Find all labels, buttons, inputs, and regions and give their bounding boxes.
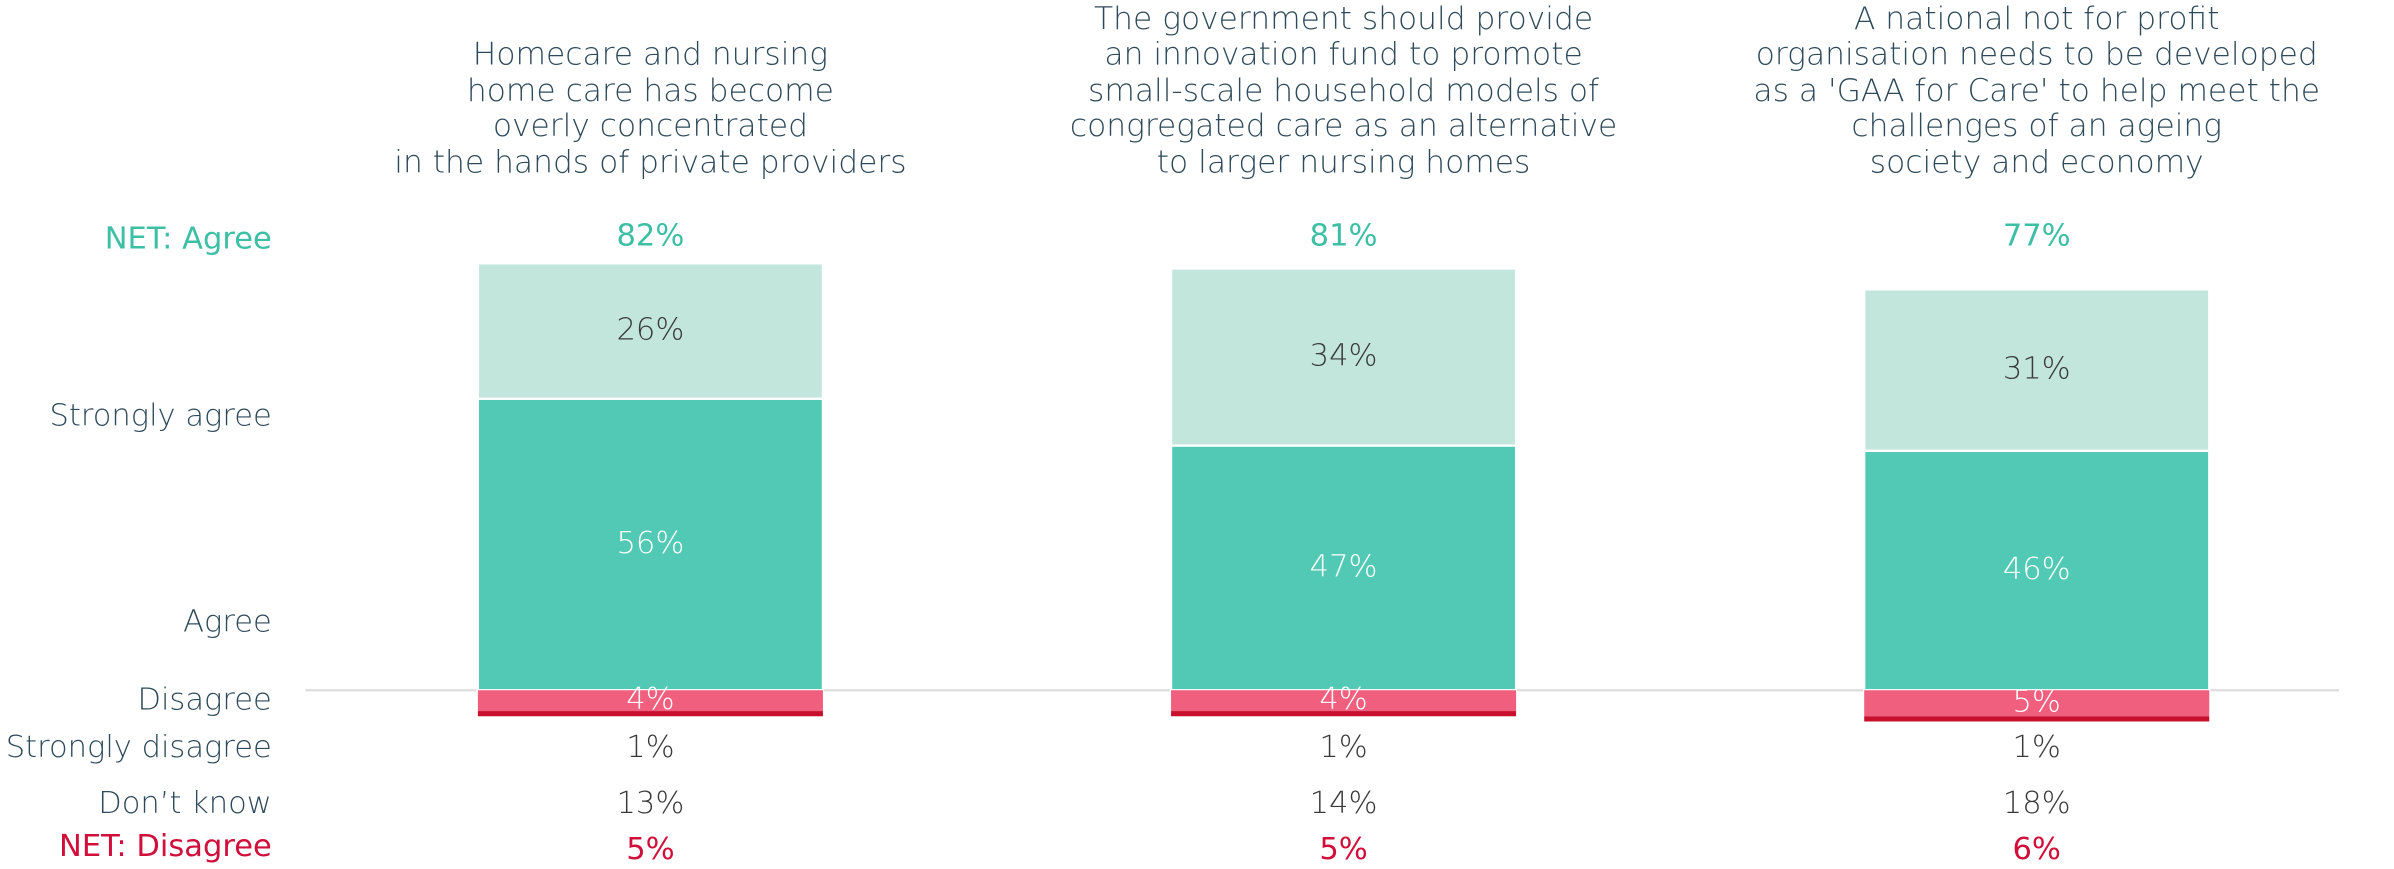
bar-segment (477, 711, 823, 717)
bar-segment (1863, 449, 2211, 692)
value-label: 13% (616, 786, 684, 821)
bar-segment (477, 690, 823, 712)
net-agree-label: 77% (2003, 218, 2071, 253)
bar-segment (1169, 444, 1518, 692)
row-label: Disagree (137, 682, 271, 717)
row-label: Strongly disagree (6, 730, 272, 765)
value-label: 1% (626, 730, 674, 765)
value-label: 26% (616, 312, 684, 347)
value-label: 18% (2003, 786, 2071, 821)
value-label: 34% (1310, 339, 1378, 374)
net-agree-label: 82% (616, 218, 684, 253)
row-label: NET: Agree (105, 221, 272, 256)
bar-segment (1864, 690, 2210, 717)
category-title-text: The government should provide an innovat… (1069, 0, 1618, 180)
row-label: Don’t know (98, 786, 272, 821)
value-label: 31% (2003, 352, 2071, 387)
value-label: 1% (1319, 730, 1367, 765)
bar-segment (1171, 690, 1517, 712)
category-title: A national not for profit organisation n… (1753, 0, 2321, 180)
value-label: 1% (2013, 730, 2061, 765)
bar-segment (476, 262, 825, 400)
value-label: 14% (1310, 786, 1378, 821)
net-disagree-label: 5% (626, 832, 674, 867)
bar-segment (1864, 716, 2210, 722)
net-disagree-label: 5% (1319, 832, 1367, 867)
row-label: Agree (183, 605, 272, 640)
value-label: 5% (2013, 685, 2061, 720)
bar-segment (1169, 267, 1518, 447)
net-disagree-label: 6% (2013, 832, 2061, 867)
category-title-text: A national not for profit organisation n… (1753, 0, 2321, 180)
category-title: The government should provide an innovat… (1069, 0, 1618, 180)
bar-segment (1863, 288, 2211, 452)
value-label: 47% (1310, 549, 1378, 584)
value-label: 56% (616, 526, 684, 561)
row-label: NET: Disagree (59, 829, 272, 864)
net-agree-label: 81% (1310, 218, 1378, 253)
bar-segment (1171, 711, 1517, 717)
value-label: 46% (2003, 552, 2071, 587)
row-label: Strongly agree (50, 398, 272, 433)
category-title-text: Homecare and nursing home care has becom… (394, 35, 907, 180)
category-title: Homecare and nursing home care has becom… (394, 35, 907, 180)
